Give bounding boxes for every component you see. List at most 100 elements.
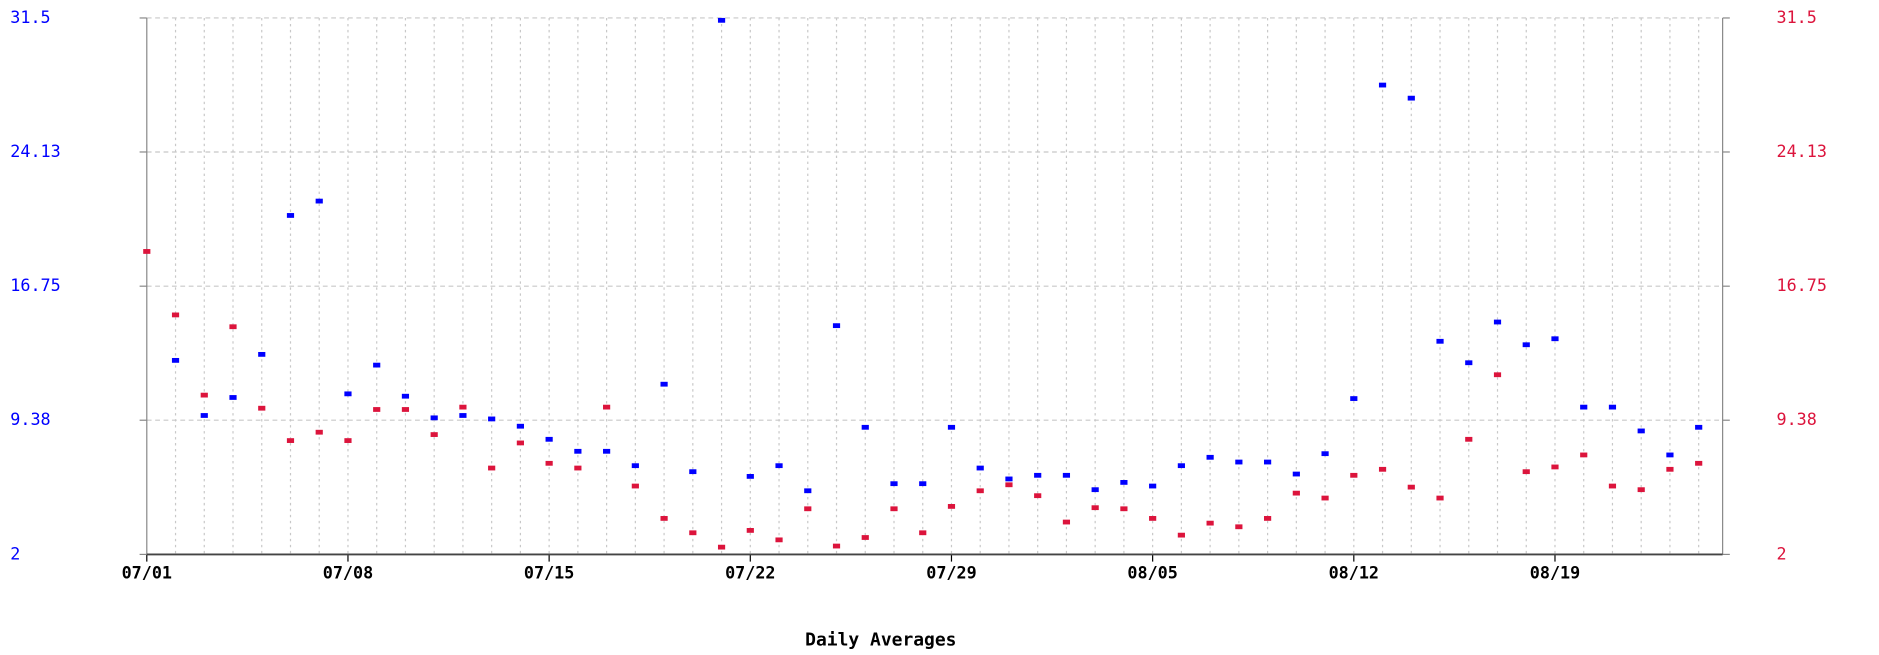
point [689,530,697,536]
point [1149,516,1157,521]
point [1580,452,1588,458]
point [1120,480,1128,485]
y-tick-label: 2 [10,543,20,563]
point [315,198,323,204]
point [717,17,726,23]
point [890,481,898,487]
point [775,463,783,469]
point [401,393,410,399]
point [1350,472,1358,478]
point [1695,460,1703,466]
x-tick-label: 07/08 [323,563,373,583]
y-tick-label: 16.75 [10,275,60,295]
point [200,413,208,418]
point [746,528,754,533]
point [1177,463,1185,469]
y2-tick-label: 2 [1777,543,1787,563]
point [1666,452,1674,458]
point [631,483,639,489]
y-tick-label: 24.13 [10,141,60,161]
point [1034,493,1042,499]
y2-tick-label: 24.13 [1777,141,1827,161]
point [919,530,927,536]
point [1091,487,1099,493]
point [660,516,668,521]
point [1235,524,1243,530]
point [373,362,381,368]
point [1206,520,1214,526]
point [459,413,467,418]
point [286,213,295,218]
point [401,407,410,412]
point [804,488,812,494]
y-tick-label: 9.38 [10,409,50,429]
y2-tick-label: 9.38 [1777,409,1817,429]
point [258,351,266,357]
point [631,463,639,469]
y2-tick-label: 16.75 [1777,275,1827,295]
point [229,324,237,330]
point [804,506,812,512]
chart-title: Daily Averages [805,630,956,651]
point [947,504,956,509]
point [1034,472,1042,478]
point [171,312,180,318]
point [229,395,237,400]
x-tick-label: 08/12 [1329,563,1379,583]
point [171,357,180,363]
x-tick-label: 07/01 [122,563,172,583]
point [344,391,352,397]
point [1695,424,1703,430]
point [1407,484,1415,490]
point [919,481,927,487]
point [1235,459,1243,465]
point [488,465,496,471]
point [1206,454,1214,460]
point [1378,466,1387,472]
point [1608,404,1617,410]
point [890,506,898,512]
point [1407,95,1415,101]
x-tick-label: 07/15 [524,563,574,583]
point [459,404,467,410]
x-tick-label: 08/05 [1127,563,1177,583]
point [976,465,984,471]
point [1062,472,1071,478]
point [1149,483,1157,489]
y2-tick-label: 31.5 [1777,7,1817,27]
point [574,465,582,471]
point [1264,459,1272,465]
point [1292,490,1300,496]
point [143,249,151,254]
point [1436,495,1444,501]
point [1321,495,1329,501]
point [1551,336,1559,342]
point [1378,82,1387,88]
point [1321,451,1329,457]
point [545,436,553,442]
x-tick-label: 07/29 [926,563,976,583]
point [516,423,524,429]
x-tick-label: 07/22 [725,563,775,583]
point [603,448,611,454]
point [1493,372,1502,378]
point [1350,396,1358,401]
point [689,469,697,475]
point [516,440,524,446]
point [1637,428,1645,434]
point [344,438,352,443]
point [1666,466,1674,472]
point [258,405,266,411]
point [1005,476,1013,482]
point [1005,482,1013,488]
point [775,537,783,543]
point [1177,532,1185,538]
point [976,488,984,494]
point [832,323,841,329]
x-tick-label: 08/19 [1530,563,1580,583]
point [1608,483,1617,489]
point [488,416,496,422]
point [1522,342,1530,348]
point [1465,436,1473,442]
